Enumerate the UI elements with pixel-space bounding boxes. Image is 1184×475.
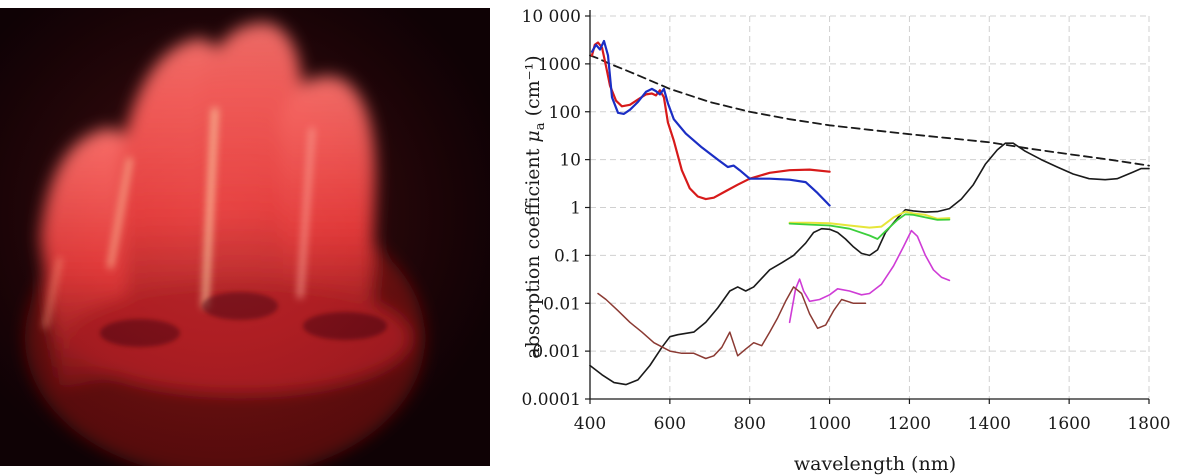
x-tick-label: 800 [733,414,765,434]
series-line-3 [590,41,831,201]
series-line-8 [597,286,867,360]
y-axis-label: absorption coefficient μa (cm⁻¹) [522,55,548,358]
y-tick-label: 10 000 [522,7,581,27]
x-tick-label: 1800 [1127,414,1170,434]
absorption-chart: 400 600 800 1000 1200 1400 1600 1800 0.0001 0.001… [522,7,1171,475]
y-tick-label: 0.001 [532,342,581,362]
series-line-6 [788,213,951,240]
y-tick-label: 0.01 [543,294,581,314]
y-axis-label-prefix: absorption coefficient [522,143,544,359]
y-axis-label-suffix: (cm⁻¹) [522,55,544,122]
y-tick-label: 0.0001 [522,390,581,410]
y-tick-label: 10 [559,151,581,171]
x-tick-label: 1000 [808,414,851,434]
x-tick-label: 1200 [888,414,931,434]
hand-photo [0,8,490,466]
x-tick-label: 1400 [968,414,1011,434]
chart-axes [589,10,1149,400]
chart-grid [590,15,1150,399]
series-line-2 [589,142,1150,386]
y-axis-label-symbol: μ [522,130,544,142]
y-tick-label: 1 [570,199,581,219]
y-tick-label: 1000 [538,55,581,75]
y-axis-label-subscript: a [533,122,548,130]
x-tick-label: 1600 [1048,414,1091,434]
x-tick-label: 600 [654,414,686,434]
series-line-4 [590,39,831,207]
x-axis-label: wavelength (nm) [794,453,956,475]
y-tick-label: 0.1 [554,246,581,266]
series-line-5 [788,210,951,229]
y-tick-label: 100 [549,103,581,123]
chart-ticks: 400 600 800 1000 1200 1400 1600 1800 0.0001 0.001… [522,7,1171,434]
series-line-7 [788,229,951,324]
x-tick-label: 400 [574,414,606,434]
chart-series [589,39,1150,386]
series-line-1 [589,54,1150,167]
